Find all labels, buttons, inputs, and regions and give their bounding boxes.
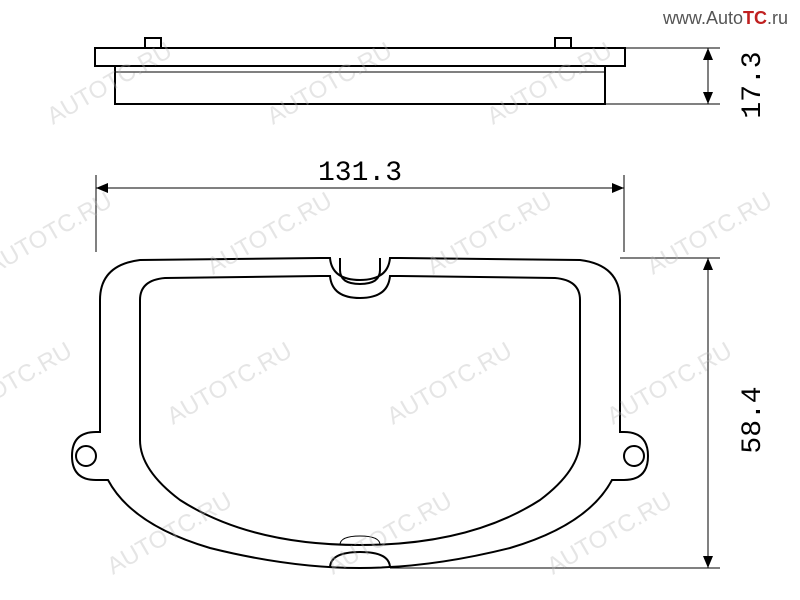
top-view	[95, 38, 625, 104]
dim-thickness: 17.3	[605, 48, 769, 119]
technical-drawing: 17.3 131.3 58.4	[0, 0, 800, 600]
dim-thickness-value: 17.3	[738, 51, 769, 118]
dim-width-value: 131.3	[318, 158, 402, 189]
brand-suffix: .ru	[767, 8, 788, 28]
brand-url: www.AutoTC.ru	[663, 8, 788, 29]
brand-prefix: www.Auto	[663, 8, 743, 28]
brand-accent: TC	[743, 8, 767, 28]
dim-height-value: 58.4	[738, 386, 769, 453]
front-view	[72, 258, 648, 568]
dim-width: 131.3	[96, 158, 624, 252]
